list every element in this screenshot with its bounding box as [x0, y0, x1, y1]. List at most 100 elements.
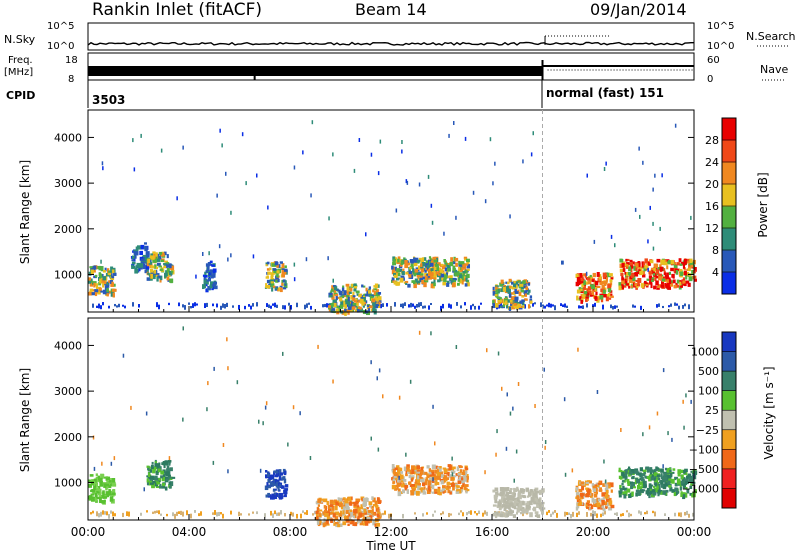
echo-cell	[634, 283, 638, 287]
echo-cell	[99, 477, 103, 483]
x-tick-label: 00:00	[677, 525, 712, 539]
echo-cell	[692, 275, 695, 280]
echo-cell	[623, 487, 628, 491]
echo-cell	[417, 486, 420, 491]
echo-cell	[527, 495, 530, 498]
echo-cell	[683, 270, 687, 276]
colorbar-swatch	[722, 468, 736, 489]
noise-cell	[432, 477, 434, 482]
echo-cell	[650, 476, 655, 481]
noise-cell	[227, 469, 229, 474]
echo-cell	[377, 296, 382, 302]
echo-cell	[154, 463, 158, 468]
echo-cell	[147, 475, 151, 480]
echo-cell	[646, 476, 651, 479]
ground-scatter	[532, 302, 534, 307]
echo-cell	[659, 266, 664, 272]
echo-cell	[420, 472, 424, 475]
ground-scatter	[340, 510, 342, 515]
echo-cell	[601, 492, 605, 497]
echo-cell	[403, 479, 407, 482]
echo-cell	[98, 287, 102, 292]
echo-cell	[495, 303, 499, 308]
nsky-trace	[87, 35, 694, 46]
echo-cell	[667, 468, 670, 473]
echo-cell	[331, 511, 335, 514]
echo-cell	[325, 519, 329, 525]
echo-cell	[410, 260, 415, 264]
noise-cell	[564, 472, 567, 477]
echo-cell	[633, 282, 636, 286]
ground-scatter	[282, 305, 284, 310]
echo-cell	[650, 277, 655, 280]
echo-cell	[664, 476, 668, 481]
echo-cell	[108, 484, 112, 489]
echo-cell	[445, 272, 448, 277]
echo-cell	[396, 277, 399, 281]
echo-cell	[691, 478, 695, 483]
freq-band	[88, 66, 543, 76]
echo-cell	[359, 521, 364, 526]
echo-cell	[666, 484, 670, 487]
ground-scatter	[486, 511, 488, 516]
echo-cell	[93, 478, 97, 481]
echo-cell	[142, 260, 146, 263]
echo-cell	[525, 286, 529, 291]
nave-label: Nave	[760, 63, 788, 76]
echo-cell	[99, 278, 102, 284]
echo-cell	[521, 509, 526, 514]
echo-cell	[152, 275, 156, 280]
echo-cell	[622, 268, 626, 272]
echo-cell	[663, 474, 667, 478]
echo-cell	[357, 515, 360, 521]
echo-cell	[520, 506, 525, 512]
echo-cell	[639, 467, 643, 472]
noise-cell	[577, 347, 579, 352]
echo-cell	[576, 277, 580, 282]
echo-cell	[626, 488, 631, 493]
echo-cell	[644, 280, 647, 284]
echo-cell	[599, 281, 603, 286]
echo-cell	[131, 261, 136, 265]
echo-cell	[527, 491, 532, 497]
noise-cell	[496, 429, 498, 434]
echo-cell	[411, 280, 415, 283]
echo-cell	[283, 268, 288, 273]
echo-cell	[675, 270, 679, 275]
echo-cell	[373, 285, 377, 288]
echo-cell	[391, 279, 394, 283]
echo-cell	[204, 271, 207, 275]
echo-cell	[635, 279, 640, 283]
echo-cell	[628, 273, 631, 277]
echo-cell	[365, 287, 368, 292]
echo-cell	[316, 520, 320, 525]
echo-cell	[266, 261, 270, 265]
echo-cell	[139, 263, 144, 268]
echo-cell	[657, 267, 660, 271]
echo-cell	[363, 508, 367, 513]
echo-cell	[576, 495, 580, 501]
echo-cell	[655, 467, 660, 470]
echo-cell	[591, 497, 595, 503]
echo-cell	[628, 266, 632, 272]
echo-cell	[372, 497, 376, 503]
ground-scatter	[684, 303, 686, 307]
echo-cell	[408, 481, 412, 485]
echo-cell	[279, 261, 283, 264]
echo-cell	[433, 282, 436, 287]
echo-cell	[351, 520, 355, 523]
echo-cell	[364, 300, 368, 304]
ground-scatter	[626, 510, 628, 513]
echo-cell	[92, 481, 96, 486]
echo-cell	[506, 288, 510, 293]
ground-scatter	[182, 511, 184, 517]
echo-cell	[464, 471, 467, 476]
echo-cell	[590, 504, 594, 510]
noise-cell	[512, 406, 514, 411]
echo-cell	[88, 483, 92, 488]
echo-cell	[397, 470, 402, 475]
echo-cell	[347, 296, 350, 302]
echo-cell	[154, 459, 157, 463]
